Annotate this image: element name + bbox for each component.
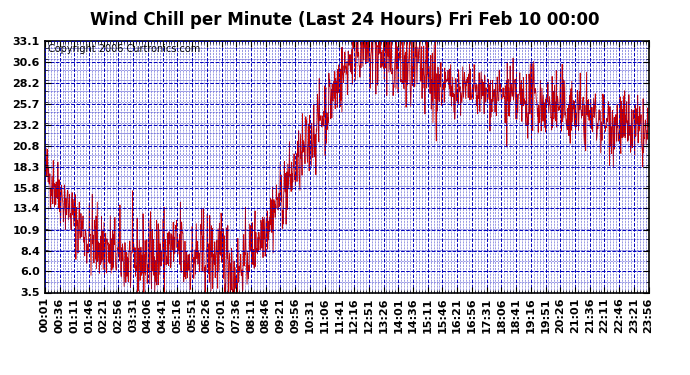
Text: Copyright 2006 Curtronics.com: Copyright 2006 Curtronics.com [48,44,200,54]
Text: Wind Chill per Minute (Last 24 Hours) Fri Feb 10 00:00: Wind Chill per Minute (Last 24 Hours) Fr… [90,11,600,29]
